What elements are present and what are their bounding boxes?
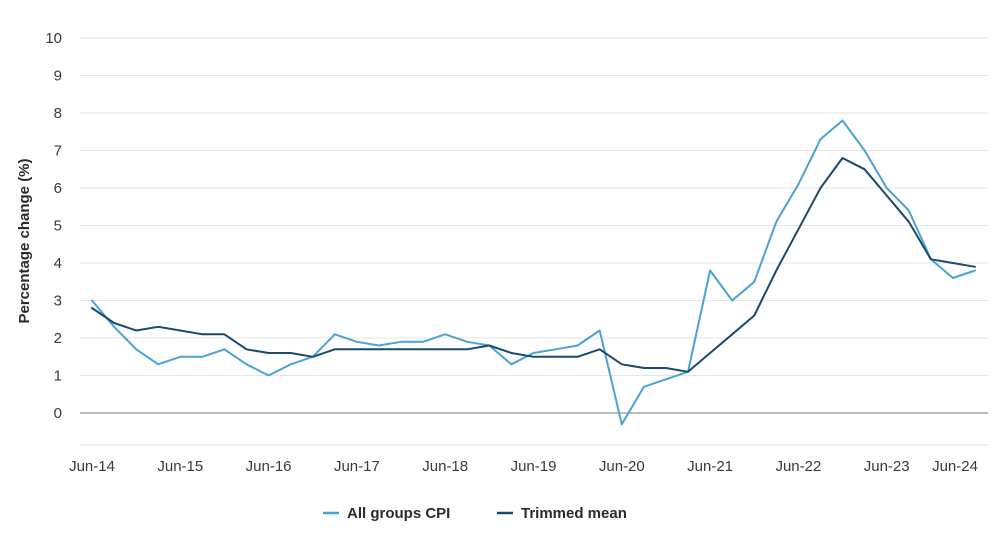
- legend: All groups CPI Trimmed mean: [323, 505, 627, 522]
- x-tick-label: Jun-19: [511, 458, 557, 475]
- y-tick-label: 6: [54, 180, 62, 197]
- x-tick-label: Jun-15: [157, 458, 203, 475]
- y-tick-label: 3: [54, 293, 62, 310]
- legend-label: All groups CPI: [347, 505, 450, 522]
- x-tick-label: Jun-14: [69, 458, 115, 475]
- y-tick-label: 5: [54, 218, 62, 235]
- axes: 0 1 2 3 4 5 6 7 8 9 10 Jun-14 Jun-15 Jun-16 Jun-17 Jun-…: [45, 30, 988, 475]
- y-tick-label: 0: [54, 405, 62, 422]
- y-tick-label: 10: [45, 30, 62, 47]
- series-line-all-groups-cpi: [91, 119, 976, 426]
- series-line-trimmed-mean: [91, 157, 976, 373]
- legend-label: Trimmed mean: [521, 505, 627, 522]
- x-tick-label: Jun-23: [864, 458, 910, 475]
- y-tick-label: 9: [54, 68, 62, 85]
- x-tick-label: Jun-24: [932, 458, 978, 475]
- y-tick-label: 8: [54, 105, 62, 122]
- x-tick-label: Jun-18: [422, 458, 468, 475]
- y-tick-label: 1: [54, 368, 62, 385]
- y-tick-label: 4: [54, 255, 62, 272]
- x-tick-label: Jun-17: [334, 458, 380, 475]
- y-tick-label: 7: [54, 143, 62, 160]
- x-tick-label: Jun-22: [775, 458, 821, 475]
- x-tick-label: Jun-20: [599, 458, 645, 475]
- series-lines: [91, 119, 976, 426]
- x-tick-label: Jun-16: [246, 458, 292, 475]
- x-tick-label: Jun-21: [687, 458, 733, 475]
- y-axis-title: Percentage change (%): [16, 158, 33, 323]
- y-tick-label: 2: [54, 330, 62, 347]
